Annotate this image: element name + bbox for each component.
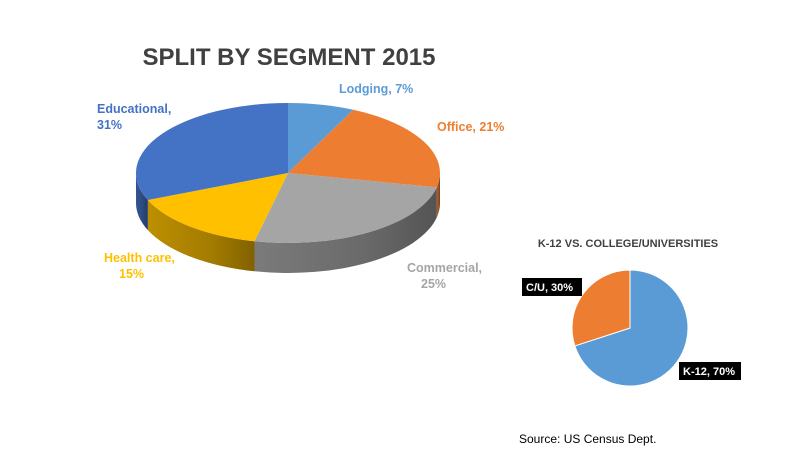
health-care-label-line1: Health care,	[104, 251, 175, 265]
cu-label-box	[522, 278, 582, 296]
health-care-slice	[147, 173, 288, 242]
educational-label-line1: Educational,	[97, 102, 171, 116]
main-pie-sides	[136, 173, 441, 273]
commercial-label-line2: 25%	[421, 277, 446, 291]
educational-label-line2: 31%	[97, 118, 122, 132]
c-u-slice	[571, 269, 631, 347]
lodging-slice	[288, 103, 354, 173]
educational-slice	[136, 103, 288, 201]
office-slice-side-shading	[436, 173, 441, 218]
k12-label: K-12, 70%	[683, 366, 735, 378]
main-chart-title: SPLIT BY SEGMENT 2015	[143, 44, 436, 71]
commercial-label-line1: Commercial,	[407, 261, 482, 275]
office-label: Office, 21%	[437, 120, 504, 134]
health-care-label-line2: 15%	[119, 267, 144, 281]
lodging-label: Lodging, 7%	[339, 82, 413, 96]
small-pie	[571, 269, 689, 387]
office-slice	[288, 109, 441, 188]
health-care-slice-side-shading	[147, 200, 255, 272]
main-pie-top	[136, 103, 441, 244]
educational-slice-side-shading	[136, 173, 148, 231]
commercial-slice-side-shading	[254, 187, 437, 273]
k12-label-box	[679, 362, 741, 380]
source-note: Source: US Census Dept.	[519, 432, 657, 446]
k-12-slice	[574, 269, 689, 387]
cu-label: C/U, 30%	[526, 282, 573, 294]
small-chart-title: K-12 VS. COLLEGE/UNIVERSITIES	[538, 238, 718, 250]
commercial-slice	[254, 173, 437, 244]
